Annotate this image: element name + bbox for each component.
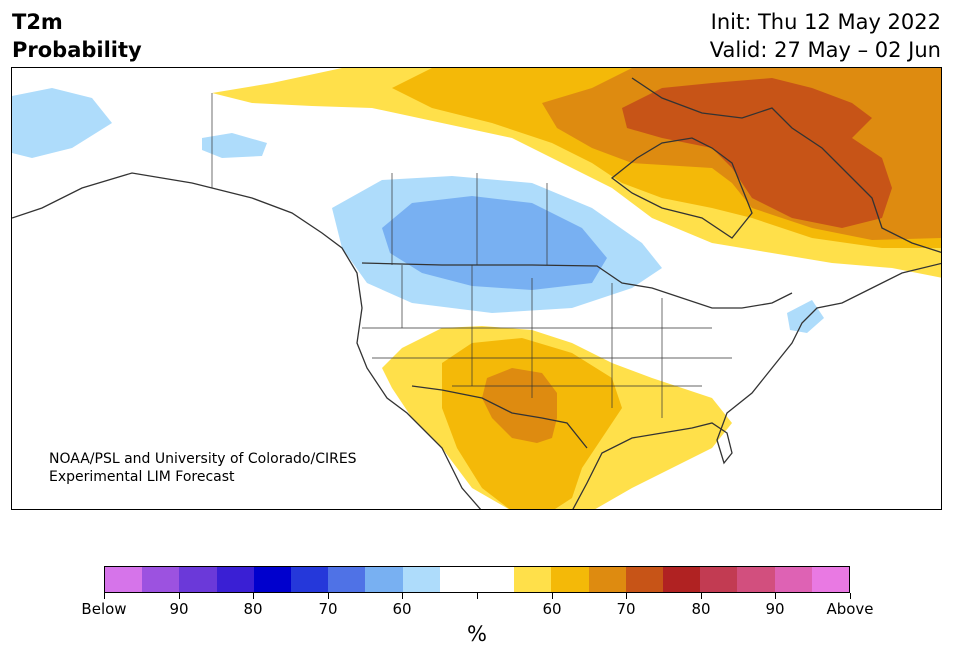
newengland-lightblue xyxy=(787,300,824,333)
colorbar-tick xyxy=(104,593,105,599)
init-date: Init: Thu 12 May 2022 xyxy=(710,10,941,34)
gulf-coastline xyxy=(572,262,941,509)
colorbar-swatch xyxy=(811,567,850,592)
colorbar-tick-label: 60 xyxy=(542,600,562,618)
colorbar-tick xyxy=(477,593,478,599)
plains-blue xyxy=(382,196,607,290)
below-normal-shading xyxy=(12,88,824,333)
colorbar-swatch xyxy=(700,567,738,592)
colorbar-tick-label: 70 xyxy=(616,600,636,618)
state-province-borders xyxy=(211,93,732,418)
hudson-bay xyxy=(610,137,753,239)
colorbar-swatch xyxy=(216,567,254,592)
colorbar-swatch xyxy=(514,567,552,592)
us-mexico-border xyxy=(411,385,588,449)
colorbar-tick xyxy=(179,593,180,599)
colorbar-swatch xyxy=(253,567,292,592)
colorbar-swatch xyxy=(551,567,589,592)
colorbar-swatch xyxy=(365,567,403,592)
colorbar-tick xyxy=(850,593,851,599)
colorbar-swatch xyxy=(774,567,812,592)
credit-line-1: NOAA/PSL and University of Colorado/CIRE… xyxy=(49,451,357,467)
variable-label: T2m xyxy=(12,10,63,34)
colorbar-tick xyxy=(253,593,254,599)
southwest-orange xyxy=(482,368,557,443)
colorbar-tick xyxy=(328,593,329,599)
map-title: T2m Probability xyxy=(12,8,142,64)
us-canada-border xyxy=(361,262,793,309)
state-borders-horizontal xyxy=(362,327,732,387)
colorbar-swatch xyxy=(588,567,626,592)
colorbar xyxy=(104,566,850,593)
colorbar-swatch xyxy=(477,567,515,592)
province-borders xyxy=(391,173,548,265)
colorbar-tick xyxy=(552,593,553,599)
colorbar-swatch xyxy=(291,567,329,592)
pacific-coastline xyxy=(12,172,482,509)
forecast-dates: Init: Thu 12 May 2022 Valid: 27 May – 02… xyxy=(710,8,941,64)
canada-east-red xyxy=(622,78,892,228)
colorbar-swatch xyxy=(663,567,701,592)
coastlines xyxy=(12,77,941,509)
north-america-map xyxy=(12,68,941,509)
colorbar-swatch xyxy=(142,567,180,592)
state-borders-vertical xyxy=(401,265,663,418)
colorbar-tick-label: 80 xyxy=(691,600,711,618)
colorbar-swatch xyxy=(625,567,664,592)
alaska-lightblue xyxy=(12,88,112,158)
colorbar-tick-label: 70 xyxy=(318,600,338,618)
colorbar-unit-label: % xyxy=(467,622,487,646)
colorbar-swatch xyxy=(402,567,440,592)
colorbar-swatch xyxy=(179,567,217,592)
credit-line-2: Experimental LIM Forecast xyxy=(49,469,235,485)
arctic-islands xyxy=(631,77,941,254)
colorbar-tick-label: 90 xyxy=(765,600,785,618)
colorbar-swatch xyxy=(737,567,775,592)
product-label: Probability xyxy=(12,38,142,62)
probability-map xyxy=(11,67,942,510)
colorbar-tick-label: 80 xyxy=(243,600,263,618)
colorbar-tick xyxy=(775,593,776,599)
colorbar-tick xyxy=(402,593,403,599)
colorbar-swatch xyxy=(439,567,478,592)
colorbar-tick-label: 60 xyxy=(392,600,412,618)
above-normal-shading xyxy=(212,68,941,509)
colorbar-swatch xyxy=(105,567,143,592)
colorbar-tick xyxy=(626,593,627,599)
colorbar-tick-label: Below xyxy=(81,600,127,618)
colorbar-tick-label: 90 xyxy=(169,600,189,618)
valid-range: Valid: 27 May – 02 Jun xyxy=(709,38,941,62)
colorbar-swatch xyxy=(328,567,366,592)
colorbar-tick xyxy=(701,593,702,599)
credit-text: NOAA/PSL and University of Colorado/CIRE… xyxy=(49,450,357,486)
yukon-lightblue xyxy=(202,133,267,158)
colorbar-tick-label: Above xyxy=(826,600,874,618)
